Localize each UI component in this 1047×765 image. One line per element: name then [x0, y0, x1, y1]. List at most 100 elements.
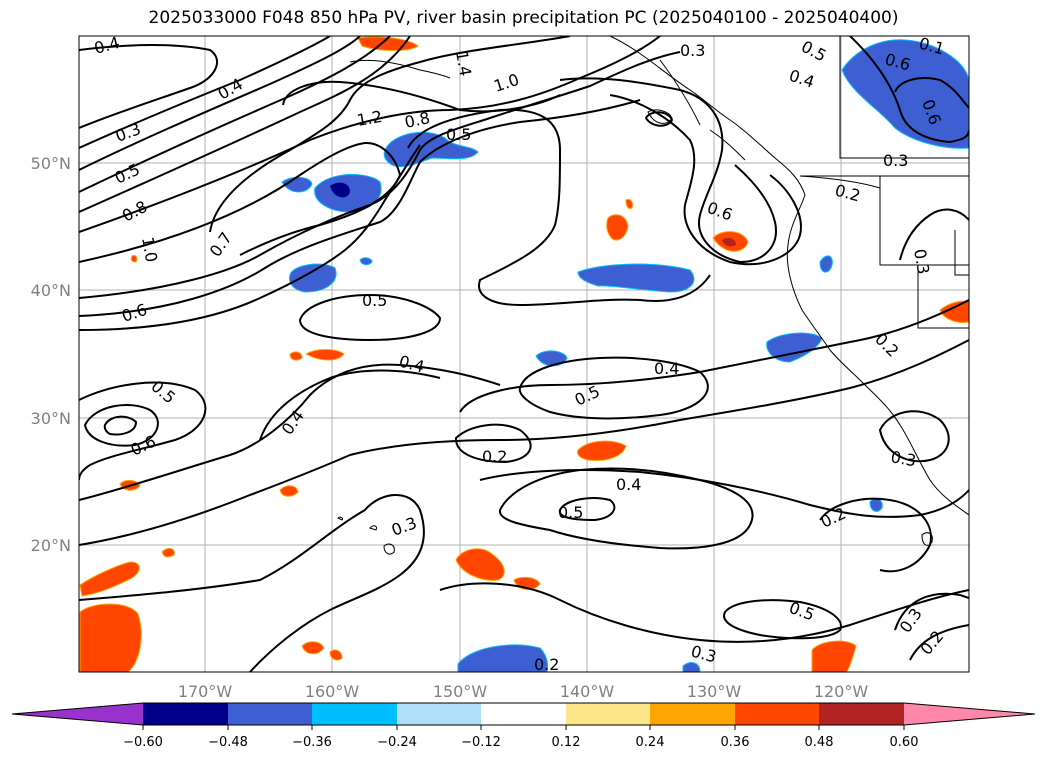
precip-pos-area — [79, 603, 142, 672]
precip-neg-area — [819, 255, 833, 273]
pv-contour — [894, 77, 969, 109]
colorbar-extend-right — [904, 703, 1035, 725]
lon-label: 140°W — [560, 682, 615, 701]
precip-neg-area — [682, 662, 701, 672]
pv-contour — [878, 410, 950, 463]
precip-neg-area — [383, 131, 479, 168]
pv-contour — [558, 497, 616, 522]
contour-label: 0.2 — [534, 655, 559, 674]
pv-contour — [79, 36, 661, 233]
contour-label: 1.2 — [355, 107, 383, 130]
contour-label: 0.4 — [654, 359, 679, 378]
pv-contour — [439, 582, 969, 643]
precip-pos-area — [279, 485, 299, 497]
pv-contour — [79, 36, 331, 149]
lat-label: 50°N — [31, 154, 71, 173]
coastlines — [349, 36, 969, 516]
contour-label: 0.3 — [889, 447, 917, 470]
lat-label: 40°N — [31, 281, 71, 300]
pv-contour — [298, 293, 442, 342]
colorbar-tick-label: 0.48 — [805, 735, 834, 750]
lat-label: 30°N — [31, 409, 71, 428]
pv-contour — [79, 36, 411, 213]
precip-pos-area — [329, 649, 343, 661]
pv-contour — [723, 599, 842, 640]
pv-contour — [79, 36, 361, 171]
pv-contour — [644, 111, 674, 127]
pv-contour — [909, 624, 969, 661]
pv-contour — [79, 144, 421, 331]
colorbar-tick-label: 0.12 — [552, 735, 581, 750]
pv-contour — [259, 369, 441, 441]
colorbar-tick-label: −0.24 — [377, 735, 417, 750]
precip-pos-area — [301, 641, 325, 655]
contour-label: 0.4 — [92, 33, 122, 58]
precip-pos-area — [455, 548, 505, 581]
precip-pos-area — [722, 237, 736, 247]
lon-label: 170°W — [178, 682, 233, 701]
pv-contour — [79, 339, 969, 546]
pv-contour — [454, 423, 532, 464]
pv-contour — [899, 208, 969, 261]
pv-contour — [894, 592, 969, 631]
colorbar-tick-label: 0.24 — [636, 735, 665, 750]
colorbar: −0.60 −0.48 −0.36 −0.24 −0.12 0.12 0.24 … — [11, 702, 1036, 750]
colorbar-segment — [481, 703, 566, 725]
pv-contour — [849, 36, 969, 144]
colorbar-ticks — [142, 725, 905, 730]
contour-label: 1.4 — [452, 49, 475, 77]
pv-contour — [407, 108, 711, 307]
lon-label: 160°W — [305, 682, 360, 701]
colorbar-segment — [650, 703, 735, 725]
precip-neg-area — [869, 498, 883, 512]
colorbar-segment — [397, 703, 481, 725]
pv-contour — [79, 44, 219, 129]
lat-label: 20°N — [31, 536, 71, 555]
precip-pos-area — [606, 214, 629, 241]
contour-label: 0.1 — [917, 34, 947, 59]
contour-label: 0.3 — [883, 151, 908, 170]
longitude-labels: 170°W 160°W 150°W 140°W 130°W 120°W — [178, 682, 869, 701]
precip-shading — [79, 36, 969, 672]
pv-contour — [103, 415, 138, 436]
contour-label: 0.5 — [558, 503, 583, 522]
contour-label: 0.8 — [403, 108, 432, 132]
pv-contours — [79, 36, 969, 672]
colorbar-segment — [143, 703, 228, 725]
colorbar-segment — [735, 703, 819, 725]
precip-neg-area — [577, 263, 695, 293]
pv-contour — [79, 381, 207, 481]
colorbar-segment — [566, 703, 650, 725]
precip-neg-area — [841, 39, 969, 149]
colorbar-tick-label: 0.60 — [890, 735, 919, 750]
precip-pos-area — [305, 349, 345, 361]
lon-label: 120°W — [814, 682, 869, 701]
pv-contour — [83, 404, 159, 447]
contour-label: 0.3 — [680, 41, 705, 60]
precip-pos-area — [625, 199, 633, 209]
pv-contour — [79, 99, 641, 317]
precip-pos-area — [130, 255, 138, 263]
latitude-labels: 50°N 40°N 30°N 20°N — [31, 154, 71, 555]
lon-label: 150°W — [433, 682, 488, 701]
pv-contour — [79, 51, 681, 299]
contour-label: 0.4 — [616, 475, 641, 494]
contour-label: 0.5 — [362, 291, 387, 310]
precip-neg-area — [359, 257, 373, 266]
precip-pos-area — [161, 547, 175, 558]
map-plot-area: 0.4 0.4 0.3 0.5 0.8 1.0 0.7 0.6 1.2 0.8 … — [79, 33, 969, 674]
precip-neg-area — [766, 332, 823, 363]
precip-pos-area — [289, 351, 303, 361]
lon-label: 130°W — [687, 682, 742, 701]
colorbar-tick-label: −0.60 — [123, 735, 163, 750]
pv-contour — [79, 363, 501, 501]
pv-contour — [559, 77, 777, 264]
precip-neg-area — [535, 350, 568, 367]
precip-neg-core — [330, 182, 350, 198]
pv-contour — [282, 80, 561, 113]
pv-contour — [79, 494, 425, 672]
precip-pos-area — [79, 561, 140, 597]
precip-pos-area — [577, 440, 627, 461]
precip-neg-area — [457, 644, 549, 672]
